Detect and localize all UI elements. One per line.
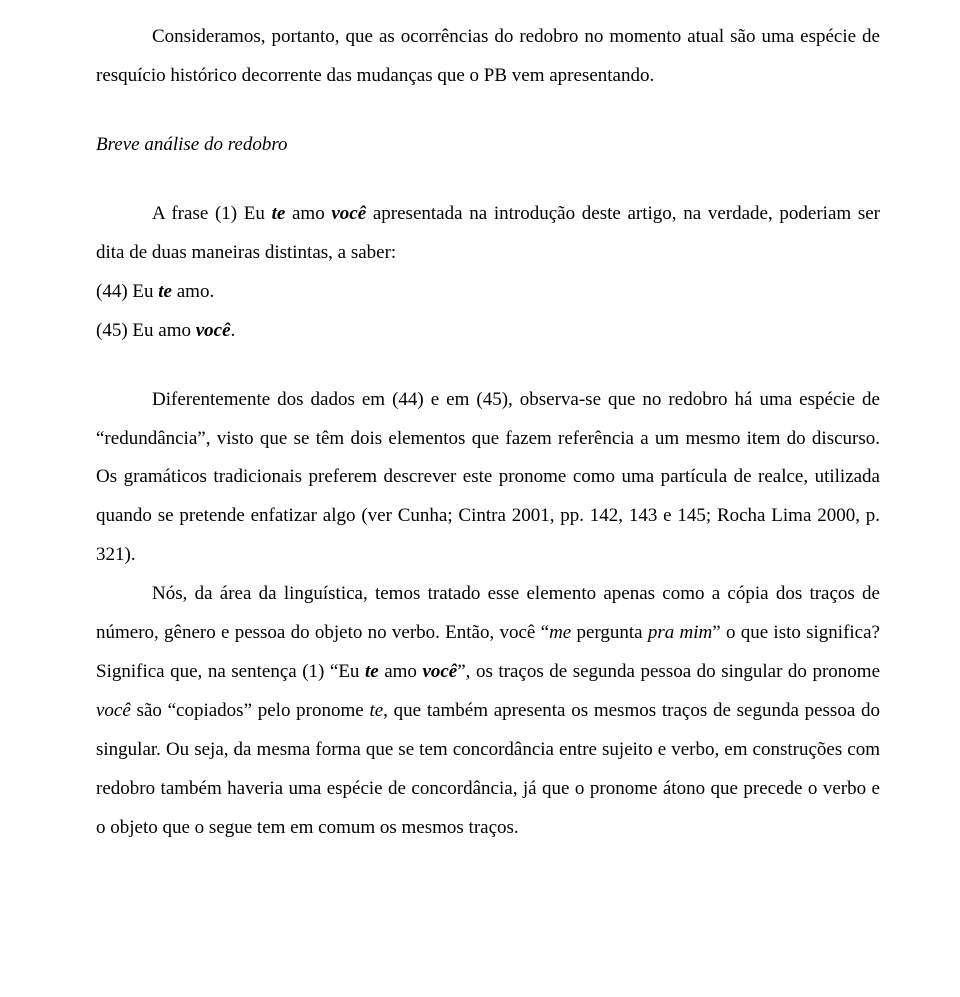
example-45: (45) Eu amo você. xyxy=(96,312,880,351)
text: Consideramos, portanto, que as ocorrênci… xyxy=(96,26,880,86)
emphasis: você xyxy=(96,700,131,721)
text: ”, os traços de segunda pessoa do singul… xyxy=(457,661,880,682)
text: . xyxy=(231,320,236,341)
emphasis: te xyxy=(369,700,383,721)
text: amo xyxy=(379,661,423,682)
emphasis: você xyxy=(422,661,457,682)
text: pergunta xyxy=(571,622,648,643)
paragraph-2: A frase (1) Eu te amo você apresentada n… xyxy=(96,195,880,273)
text: A frase (1) Eu xyxy=(152,203,272,224)
emphasis: você xyxy=(196,320,231,341)
text: amo xyxy=(285,203,331,224)
text: são “copiados” pelo pronome xyxy=(131,700,370,721)
emphasis: você xyxy=(331,203,366,224)
emphasis: me xyxy=(549,622,571,643)
paragraph-1: Consideramos, portanto, que as ocorrênci… xyxy=(96,18,880,96)
page-body: Consideramos, portanto, que as ocorrênci… xyxy=(0,0,960,892)
paragraph-3: Diferentemente dos dados em (44) e em (4… xyxy=(96,381,880,576)
text: (44) Eu xyxy=(96,281,158,302)
example-44: (44) Eu te amo. xyxy=(96,273,880,312)
text: Diferentemente dos dados em (44) e em (4… xyxy=(96,389,880,566)
emphasis: pra mim xyxy=(648,622,712,643)
paragraph-4: Nós, da área da linguística, temos trata… xyxy=(96,575,880,848)
emphasis: te xyxy=(272,203,286,224)
emphasis: te xyxy=(365,661,379,682)
section-heading: Breve análise do redobro xyxy=(96,126,880,165)
emphasis: te xyxy=(158,281,172,302)
text: (45) Eu amo xyxy=(96,320,196,341)
text: amo. xyxy=(172,281,214,302)
